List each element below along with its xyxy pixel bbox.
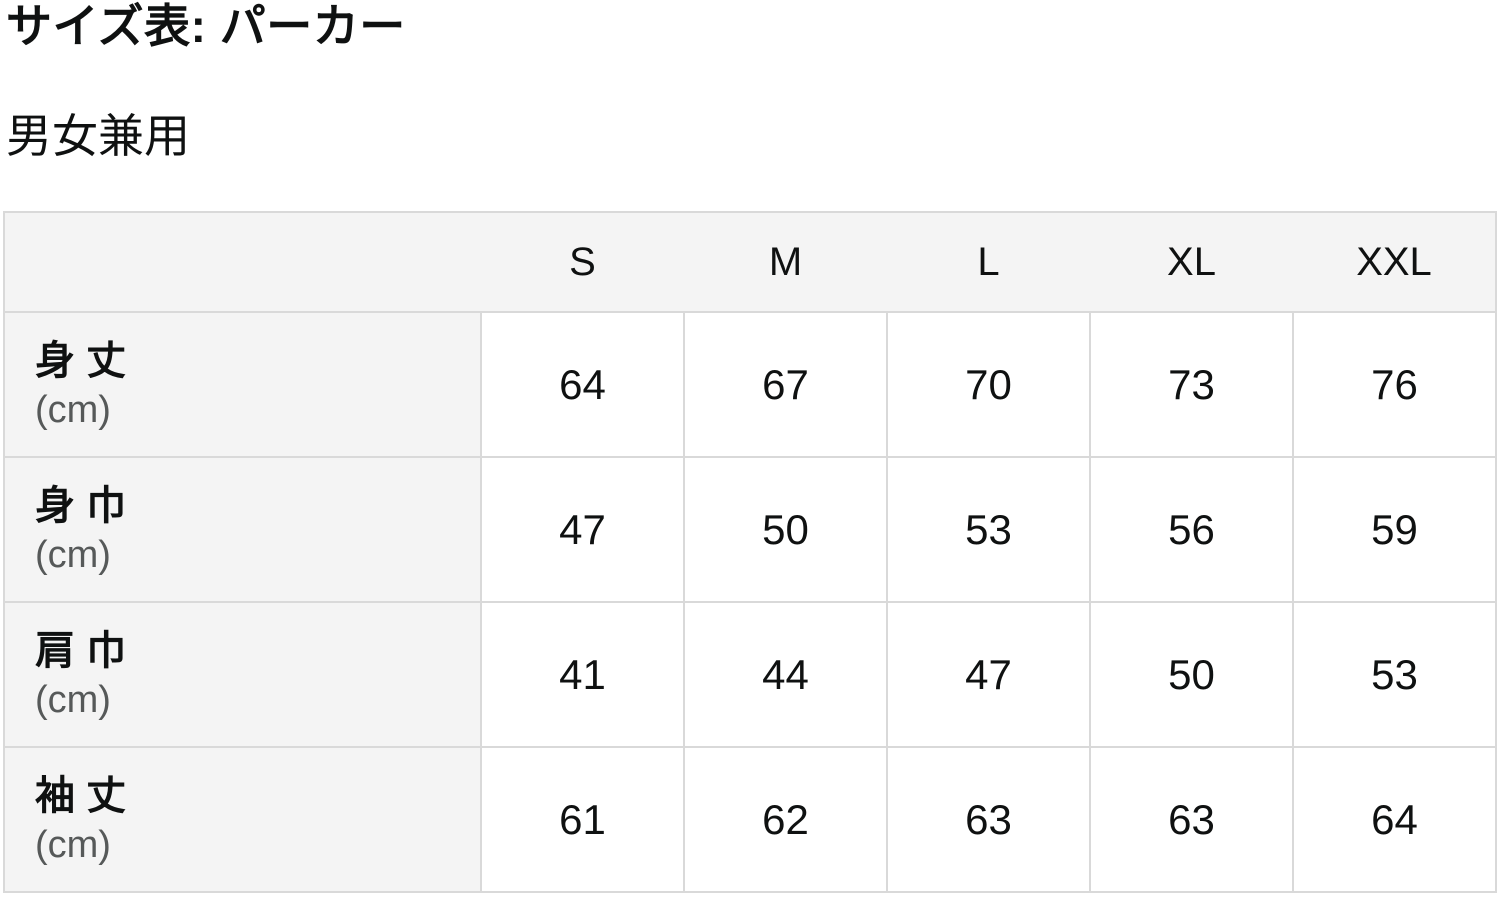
table-cell: 64 — [480, 311, 685, 458]
table-cell: 50 — [683, 456, 888, 603]
col-header-xxl: XXL — [1293, 212, 1496, 313]
table-row-shoulder-width: 肩 巾 (cm) 41 44 47 50 53 — [4, 601, 1497, 748]
page-subtitle: 男女兼用 — [6, 110, 190, 162]
col-header-l: L — [887, 212, 1090, 313]
row-unit: (cm) — [35, 388, 111, 431]
table-row-body-length: 身 丈 (cm) 64 67 70 73 76 — [4, 311, 1497, 458]
row-unit: (cm) — [35, 678, 111, 721]
size-table-header-row: S M L XL XXL — [4, 212, 1496, 313]
table-cell: 63 — [1089, 746, 1294, 893]
row-label: 袖 丈 — [35, 773, 127, 818]
table-row-body-width: 身 巾 (cm) 47 50 53 56 59 — [4, 456, 1497, 603]
corner-header-cell — [4, 212, 481, 313]
col-header-s: S — [481, 212, 684, 313]
table-cell: 64 — [1292, 746, 1497, 893]
table-cell: 47 — [886, 601, 1091, 748]
row-header-body-length: 身 丈 (cm) — [4, 311, 482, 457]
table-cell: 61 — [480, 746, 685, 893]
table-cell: 47 — [480, 456, 685, 603]
table-row-sleeve-length: 袖 丈 (cm) 61 62 63 63 64 — [4, 746, 1497, 893]
table-cell: 63 — [886, 746, 1091, 893]
row-header-body-width: 身 巾 (cm) — [4, 456, 482, 602]
table-cell: 62 — [683, 746, 888, 893]
table-cell: 50 — [1089, 601, 1294, 748]
row-unit: (cm) — [35, 533, 111, 576]
row-label: 肩 巾 — [35, 628, 127, 673]
table-cell: 56 — [1089, 456, 1294, 603]
col-header-xl: XL — [1090, 212, 1293, 313]
row-label: 身 巾 — [35, 483, 127, 528]
col-header-m: M — [684, 212, 887, 313]
table-cell: 59 — [1292, 456, 1497, 603]
table-cell: 67 — [683, 311, 888, 458]
table-cell: 44 — [683, 601, 888, 748]
row-header-sleeve-length: 袖 丈 (cm) — [4, 746, 482, 892]
table-cell: 73 — [1089, 311, 1294, 458]
table-cell: 53 — [1292, 601, 1497, 748]
table-cell: 41 — [480, 601, 685, 748]
table-cell: 53 — [886, 456, 1091, 603]
size-table: S M L XL XXL 身 丈 (cm) 64 67 70 73 76 身 巾… — [3, 211, 1497, 893]
page-title: サイズ表: パーカー — [6, 0, 406, 52]
row-header-shoulder-width: 肩 巾 (cm) — [4, 601, 482, 747]
table-cell: 76 — [1292, 311, 1497, 458]
row-label: 身 丈 — [35, 338, 127, 383]
row-unit: (cm) — [35, 823, 111, 866]
table-cell: 70 — [886, 311, 1091, 458]
